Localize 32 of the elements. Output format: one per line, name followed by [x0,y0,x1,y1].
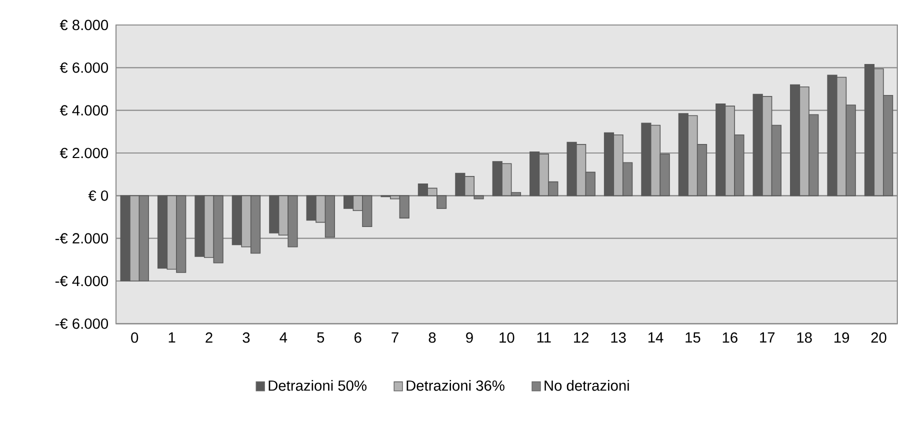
y-tick-label: € 4.000 [60,105,108,116]
x-tick-label: 8 [428,332,436,343]
x-tick-label: 0 [131,332,138,343]
x-tick-label: 6 [354,332,362,343]
legend-label: No detrazioni [544,380,629,391]
x-tick-label: 1 [168,332,176,342]
x-tick-label: 17 [760,332,775,342]
y-tick-label: -€ 4.000 [55,276,108,286]
x-tick-label: 15 [686,332,700,343]
y-tick-label: -€ 2.000 [55,233,108,244]
x-tick-label: 12 [574,332,589,343]
x-tick-label: 20 [871,332,886,343]
y-tick-label: -€ 6.000 [55,318,108,329]
x-tick-label: 19 [834,332,849,343]
x-tick-label: 9 [466,332,473,343]
x-tick-label: 5 [317,332,324,343]
y-tick-label: € 8.000 [60,20,108,30]
x-tick-label: 7 [392,332,398,342]
x-tick-label: 11 [537,332,551,342]
x-tick-label: 16 [722,332,738,343]
x-tick-label: 3 [242,332,250,343]
x-tick-label: 2 [206,332,212,343]
y-tick-label: € 0 [88,190,108,201]
x-tick-label: 14 [648,332,664,342]
x-tick-label: 4 [280,332,288,342]
x-tick-label: 10 [500,332,514,343]
x-tick-label: 18 [797,332,812,343]
legend-label: Detrazioni 36% [406,380,504,391]
y-tick-label: € 2.000 [60,148,108,158]
legend-label: Detrazioni 50% [268,380,366,391]
y-tick-label: € 6.000 [60,62,108,73]
x-tick-label: 13 [611,332,626,343]
